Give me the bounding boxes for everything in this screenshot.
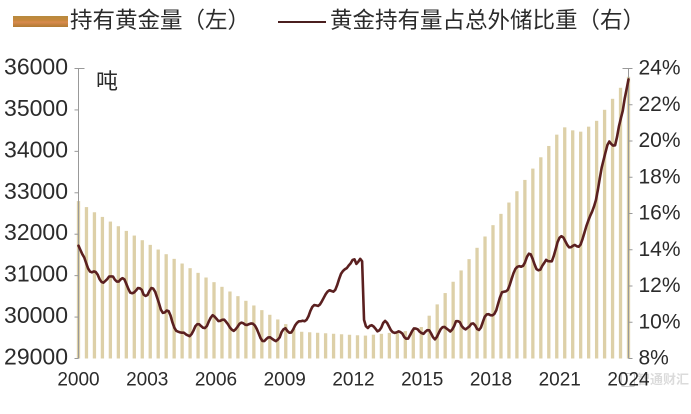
- svg-text:2006: 2006: [195, 370, 237, 391]
- svg-text:2003: 2003: [126, 370, 168, 391]
- svg-text:2000: 2000: [57, 370, 99, 391]
- svg-text:22%: 22%: [639, 93, 681, 116]
- svg-text:14%: 14%: [639, 238, 681, 261]
- svg-text:2015: 2015: [401, 370, 443, 391]
- svg-text:34000: 34000: [4, 136, 68, 162]
- svg-text:35000: 35000: [4, 95, 68, 121]
- svg-text:29000: 29000: [4, 344, 68, 370]
- svg-text:10%: 10%: [639, 310, 681, 333]
- svg-text:31000: 31000: [4, 261, 68, 287]
- svg-text:8%: 8%: [639, 347, 669, 370]
- svg-text:2012: 2012: [332, 370, 374, 391]
- svg-text:18%: 18%: [639, 165, 681, 188]
- svg-text:2009: 2009: [264, 370, 306, 391]
- svg-text:2021: 2021: [539, 370, 581, 391]
- svg-text:吨: 吨: [96, 69, 118, 94]
- svg-text:12%: 12%: [639, 274, 681, 297]
- svg-text:33000: 33000: [4, 178, 68, 204]
- svg-text:20%: 20%: [639, 129, 681, 152]
- svg-text:32000: 32000: [4, 219, 68, 245]
- svg-text:2018: 2018: [470, 370, 512, 391]
- svg-text:16%: 16%: [639, 202, 681, 225]
- svg-text:24%: 24%: [639, 57, 681, 80]
- svg-text:30000: 30000: [4, 302, 68, 328]
- svg-text:36000: 36000: [4, 54, 68, 80]
